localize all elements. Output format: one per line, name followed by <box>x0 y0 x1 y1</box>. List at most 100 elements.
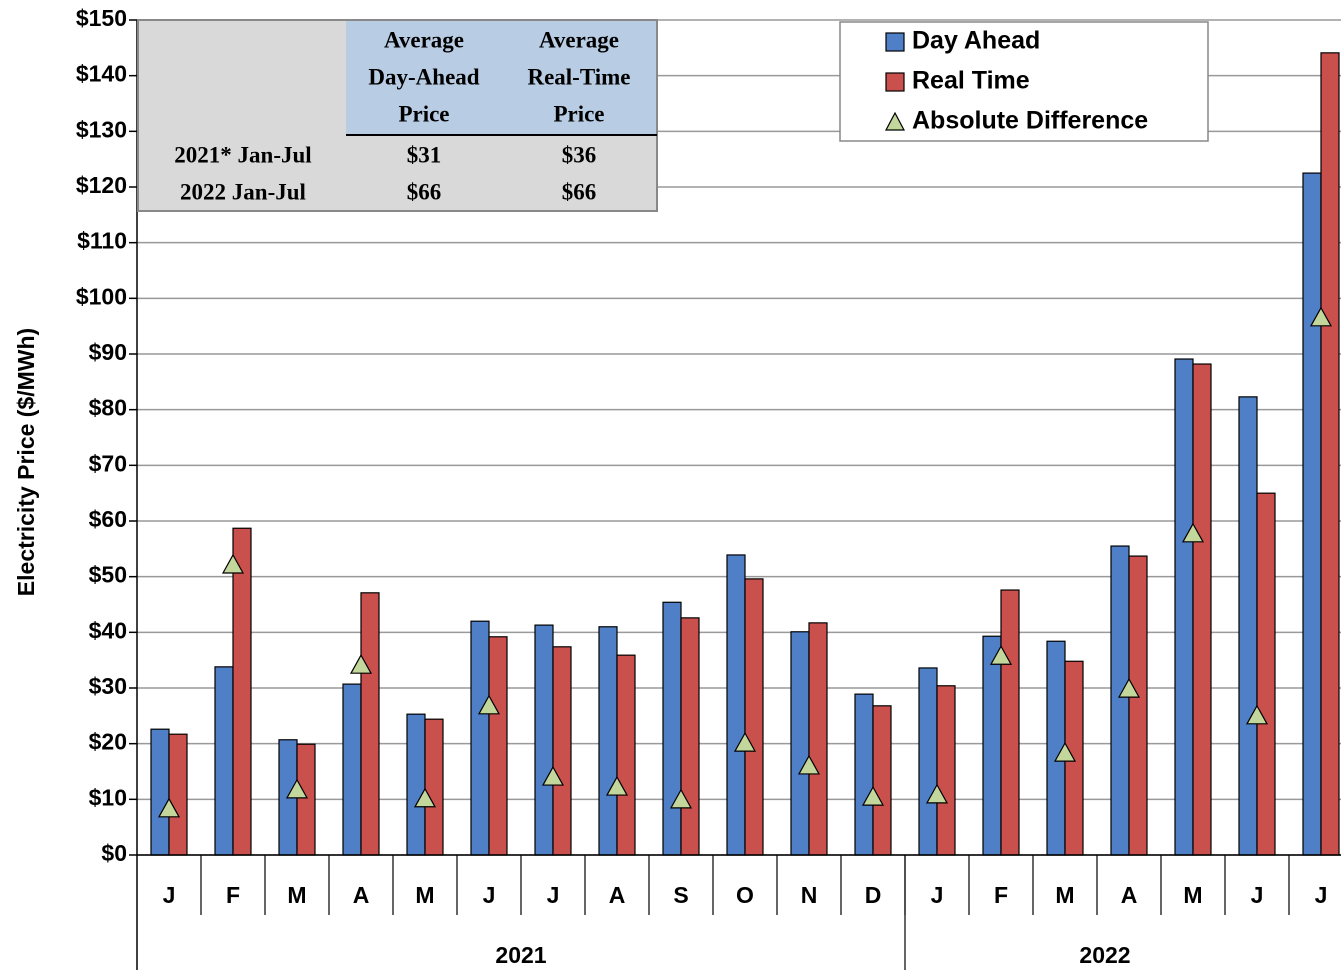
bar <box>808 622 828 856</box>
table-header: Average <box>384 27 464 52</box>
x-tick-label: J <box>931 882 944 908</box>
legend-swatch <box>885 72 905 92</box>
bar <box>214 666 234 856</box>
legend-swatch <box>885 32 905 52</box>
bar <box>1302 172 1322 856</box>
table-header-bg <box>346 21 656 135</box>
x-tick-label: D <box>865 882 882 908</box>
y-tick-label: $110 <box>77 228 127 254</box>
x-tick-label: A <box>609 882 626 908</box>
marker <box>989 645 1013 665</box>
y-tick-label: $150 <box>76 5 127 31</box>
table-cell: 2022 Jan-Jul <box>180 179 306 204</box>
table-header: Price <box>553 101 604 126</box>
table-cell: $66 <box>562 179 597 204</box>
bar <box>360 592 380 856</box>
bar <box>872 705 892 856</box>
marker <box>349 653 373 674</box>
table-header: Real-Time <box>527 64 630 89</box>
bar <box>406 713 426 856</box>
x-tick-label: O <box>736 882 754 908</box>
marker <box>157 797 181 818</box>
x-tick-label: J <box>547 882 560 908</box>
y-tick-label: $60 <box>89 506 127 532</box>
y-tick-label: $120 <box>76 172 127 198</box>
bar <box>296 743 316 856</box>
table-header: Day-Ahead <box>368 64 479 89</box>
marker <box>1181 522 1205 543</box>
bar <box>982 635 1002 856</box>
x-tick-label: J <box>163 882 176 908</box>
marker <box>925 783 949 804</box>
y-axis-label: Electricity Price ($/MWh) <box>13 328 39 596</box>
table-cell: $36 <box>562 142 597 167</box>
marker <box>1309 306 1333 327</box>
bar <box>232 527 252 856</box>
marker <box>861 785 885 806</box>
legend-swatch <box>885 111 905 131</box>
bar <box>744 578 764 856</box>
y-tick-label: $100 <box>76 283 127 309</box>
y-tick-label: $130 <box>76 116 127 142</box>
table-cell: $31 <box>407 142 442 167</box>
bar <box>342 683 362 856</box>
bar <box>662 601 682 856</box>
x-tick-label: N <box>801 882 818 908</box>
bar <box>1320 52 1340 856</box>
bar <box>150 728 170 856</box>
x-tick-label: A <box>353 882 370 908</box>
bar <box>168 733 188 856</box>
y-tick-label: $30 <box>89 673 127 699</box>
bar <box>1238 396 1258 856</box>
bar <box>918 667 938 856</box>
table-header: Price <box>398 101 449 126</box>
bar <box>1192 363 1212 856</box>
marker <box>669 788 693 809</box>
marker <box>221 553 245 574</box>
y-tick-label: $90 <box>89 339 127 365</box>
bar <box>790 631 810 856</box>
legend-label: Real Time <box>912 67 1030 95</box>
y-tick-label: $80 <box>89 395 127 421</box>
x-tick-label: J <box>1315 882 1328 908</box>
y-tick-label: $70 <box>89 450 127 476</box>
bar <box>1174 358 1194 856</box>
group-label: 2022 <box>1079 942 1130 968</box>
marker <box>413 787 437 808</box>
bar <box>488 636 508 856</box>
marker <box>605 775 629 796</box>
x-tick-label: M <box>1183 882 1202 908</box>
marker <box>797 754 821 775</box>
x-tick-label: F <box>994 882 1008 908</box>
bar <box>616 654 636 856</box>
bar <box>1256 492 1276 856</box>
bar <box>552 646 572 856</box>
marker <box>541 765 565 786</box>
y-tick-label: $10 <box>89 784 127 810</box>
x-tick-label: S <box>673 882 688 908</box>
bar <box>680 617 700 856</box>
marker <box>1053 741 1077 762</box>
x-tick-label: J <box>483 882 496 908</box>
bar <box>1110 545 1130 856</box>
x-tick-label: M <box>1055 882 1074 908</box>
y-tick-label: $20 <box>89 729 127 755</box>
x-tick-label: A <box>1121 882 1138 908</box>
y-tick-label: $140 <box>76 61 127 87</box>
bar <box>1000 589 1020 856</box>
bar <box>424 718 444 856</box>
marker <box>285 778 309 799</box>
bar <box>534 624 554 856</box>
table-cell: $66 <box>407 179 442 204</box>
bar <box>598 626 618 856</box>
group-label: 2021 <box>495 942 546 968</box>
bar <box>470 620 490 856</box>
x-tick-label: J <box>1251 882 1264 908</box>
legend-label: Day Ahead <box>912 27 1040 55</box>
marker <box>733 731 757 752</box>
table-cell: 2021* Jan-Jul <box>174 142 311 167</box>
legend-label: Absolute Difference <box>912 107 1148 135</box>
bar <box>854 693 874 856</box>
y-tick-label: $40 <box>89 617 127 643</box>
x-tick-label: M <box>287 882 306 908</box>
